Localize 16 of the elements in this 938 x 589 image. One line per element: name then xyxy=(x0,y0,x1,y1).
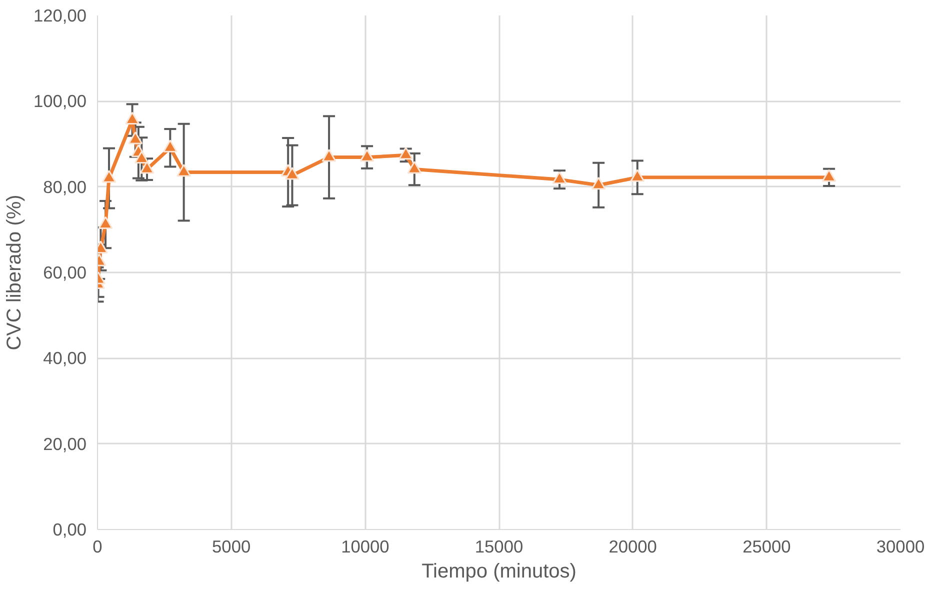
x-tick-label: 25000 xyxy=(742,536,791,556)
y-tick-label: 80,00 xyxy=(43,176,87,197)
y-tick-label: 120,00 xyxy=(34,6,86,26)
y-tick-label: 0,00 xyxy=(52,520,87,540)
x-tick-label: 5000 xyxy=(212,536,251,556)
x-tick-label: 0 xyxy=(92,536,102,556)
x-tick-label: 20000 xyxy=(608,536,657,556)
y-tick-label: 100,00 xyxy=(34,91,86,112)
y-axis-title: CVC liberado (%) xyxy=(4,194,26,350)
y-tick-label: 60,00 xyxy=(43,262,87,282)
x-tick-label: 30000 xyxy=(876,536,925,556)
x-tick-label: 15000 xyxy=(474,536,524,556)
y-tick-label: 20,00 xyxy=(43,434,87,454)
x-axis-title: Tiempo (minutos) xyxy=(422,560,576,582)
x-tick-label: 10000 xyxy=(341,536,390,556)
y-tick-label: 40,00 xyxy=(43,348,87,368)
